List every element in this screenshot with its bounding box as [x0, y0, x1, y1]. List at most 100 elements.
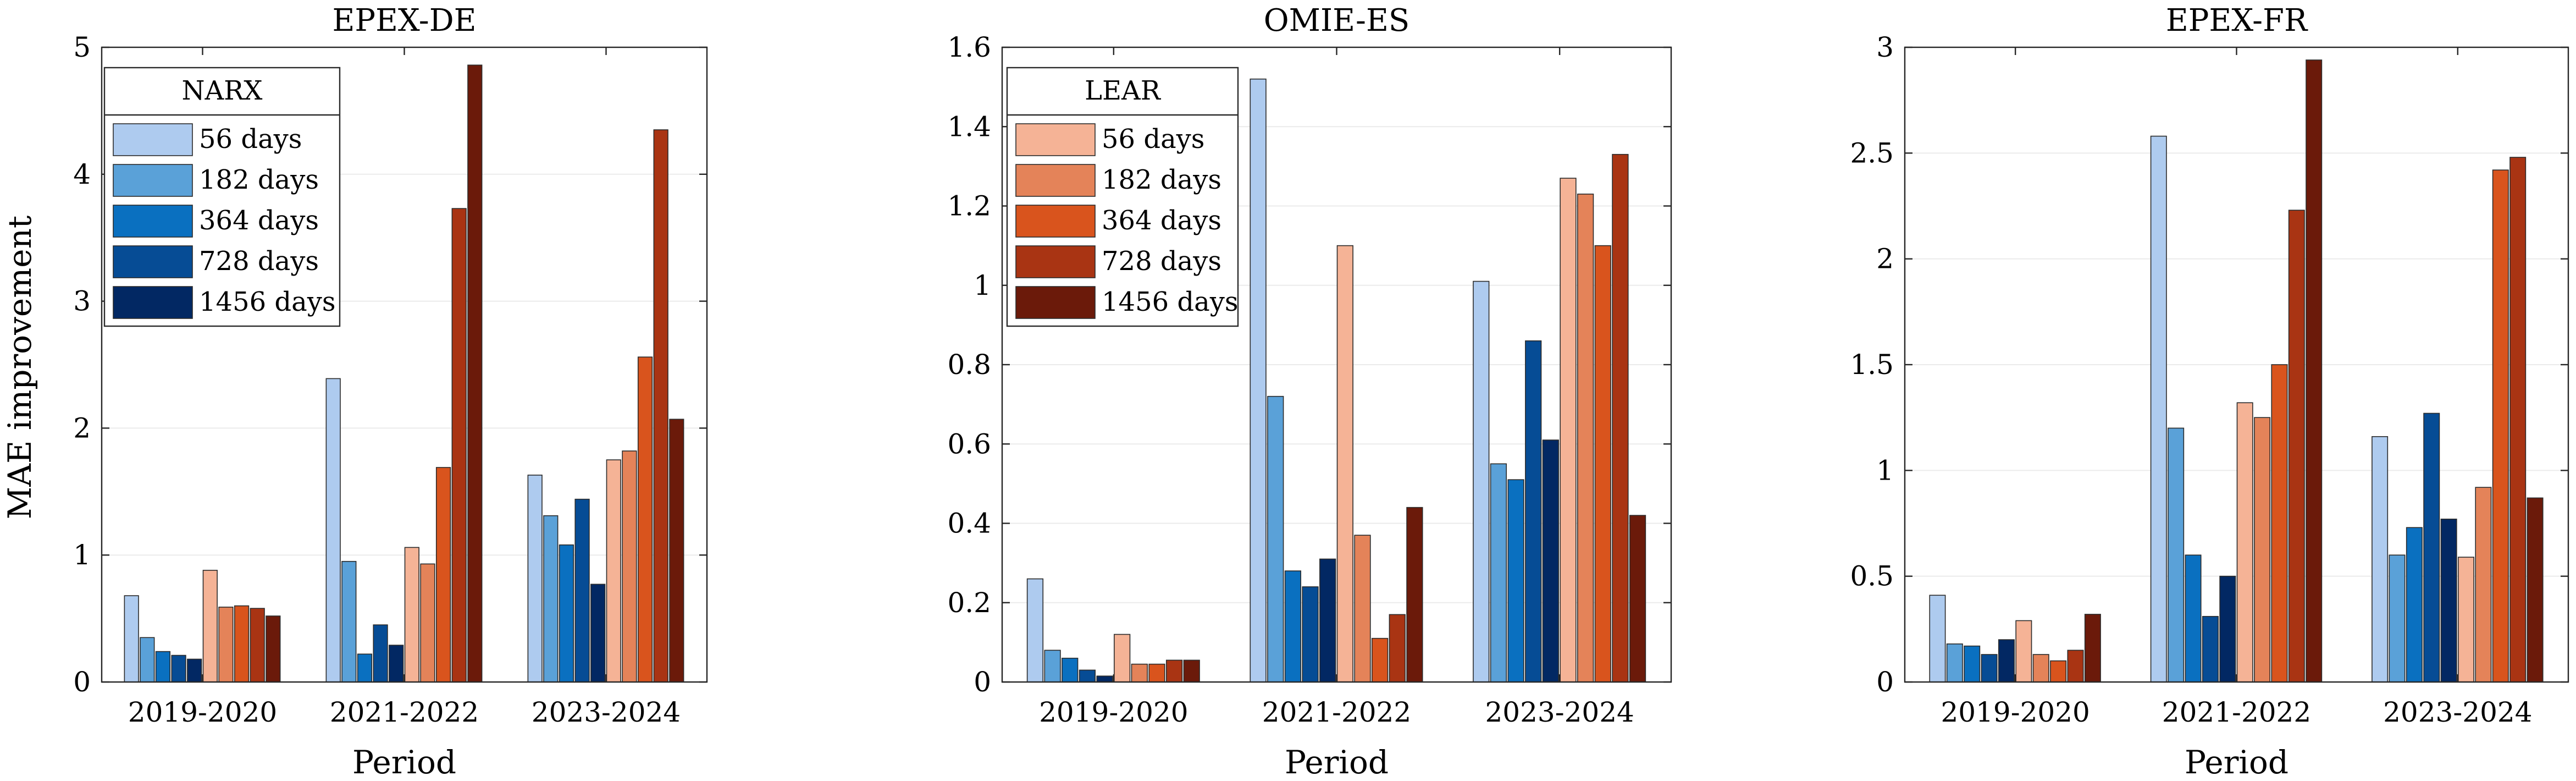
bar	[2015, 620, 2032, 683]
legend-swatch	[113, 123, 193, 156]
legend-label: 56 days	[1102, 124, 1204, 155]
y-tick-label: 3	[73, 285, 91, 317]
bar	[140, 637, 155, 683]
bar	[420, 563, 435, 683]
y-tick-label: 0.6	[947, 428, 991, 460]
bar	[1336, 245, 1353, 683]
bar	[2288, 210, 2305, 683]
bar	[2202, 615, 2219, 683]
bar	[124, 595, 139, 683]
y-tick-label: 4	[73, 158, 91, 190]
x-tick-label: 2021-2022	[1262, 696, 1411, 728]
bar	[1319, 558, 1336, 683]
bar	[1044, 650, 1061, 683]
x-axis-label: Period	[2185, 744, 2288, 781]
legend: LEAR 56 days 182 days 364 days 728 days 1456 …	[1006, 67, 1239, 327]
bar	[1946, 643, 1963, 683]
x-tick-label: 2023-2024	[532, 696, 681, 728]
bar	[2389, 554, 2406, 683]
bar	[1629, 515, 1646, 683]
bar	[2185, 554, 2202, 683]
y-axis-label: MAE improvement	[1, 216, 38, 519]
legend-swatch	[1015, 164, 1096, 197]
bar	[2509, 157, 2527, 683]
y-tick-label: 1	[73, 539, 91, 571]
bar	[2168, 427, 2185, 683]
bar	[559, 544, 574, 683]
bar	[1389, 614, 1406, 683]
x-tick-label: 2021-2022	[2162, 696, 2311, 728]
legend-label: 1456 days	[1102, 287, 1239, 317]
y-tick-label: 3	[1876, 31, 1894, 63]
legend-swatch	[1015, 205, 1096, 238]
chart-title: EPEX-FR	[2166, 3, 2308, 38]
bar	[543, 515, 559, 683]
bar	[171, 654, 186, 683]
bar	[234, 605, 250, 683]
bar	[2032, 654, 2049, 683]
bar	[2527, 497, 2544, 683]
bar	[1490, 463, 1507, 683]
bar	[357, 653, 373, 683]
bar	[1079, 669, 1096, 683]
bar	[1096, 675, 1113, 683]
legend-swatch	[1015, 286, 1096, 319]
bar	[1507, 479, 1524, 683]
x-tick-label: 2023-2024	[2383, 696, 2532, 728]
bar	[404, 547, 419, 683]
bar	[1183, 659, 1200, 683]
legend-label: 1456 days	[199, 287, 336, 317]
x-tick-label: 2019-2020	[128, 696, 277, 728]
chart-title: OMIE-ES	[1264, 3, 1409, 38]
y-tick-label: 1	[974, 270, 991, 301]
bar	[451, 208, 467, 683]
legend-box	[1006, 67, 1239, 327]
legend-label: 182 days	[1102, 164, 1221, 195]
bar	[590, 584, 606, 683]
x-tick-label: 2019-2020	[1941, 696, 2089, 728]
bar	[637, 356, 653, 683]
x-axis-label: Period	[1285, 744, 1389, 781]
bar	[2458, 557, 2475, 683]
bar	[1250, 78, 1267, 683]
bar	[1302, 586, 1319, 683]
bar	[2271, 364, 2288, 683]
y-tick-label: 1.4	[947, 111, 991, 142]
x-tick-label: 2021-2022	[330, 696, 479, 728]
x-axis-label: Period	[352, 744, 456, 781]
bar	[2440, 519, 2457, 683]
legend-label: 364 days	[1102, 205, 1221, 236]
bar	[2372, 436, 2389, 683]
bar	[1929, 595, 1946, 683]
bar	[250, 608, 265, 683]
y-tick-label: 1.2	[947, 190, 991, 222]
bar	[2475, 487, 2492, 683]
legend-swatch	[113, 245, 193, 278]
bar	[1371, 637, 1389, 683]
y-tick-label: 1.6	[947, 31, 991, 63]
bar	[1612, 153, 1629, 683]
legend-swatch	[113, 205, 193, 238]
x-tick-label: 2019-2020	[1039, 696, 1188, 728]
chart-omie-es: 0 0.2 0.4 0.6 0.8 1 1.2 1.4 1.6 2019-2020 2021-202…	[947, 3, 1672, 781]
legend-swatch	[1015, 123, 1096, 156]
bar	[1577, 194, 1594, 683]
bar	[1981, 654, 1998, 683]
legend-title: LEAR	[1085, 75, 1162, 106]
bar	[622, 450, 637, 683]
bar	[1284, 570, 1302, 683]
bar	[2254, 417, 2271, 683]
x-tick-label: 2023-2024	[1485, 696, 1634, 728]
bar	[1026, 578, 1044, 683]
bar	[1542, 439, 1559, 683]
bar	[1560, 178, 1577, 683]
bar	[527, 474, 543, 683]
chart-epex-fr: 0 0.5 1 1.5 2 2.5 3 2019-2020 2021-2022 2023-2024…	[1850, 3, 2569, 781]
bar	[1354, 535, 1371, 683]
legend-box	[103, 67, 341, 327]
bar	[2084, 614, 2101, 683]
y-tick-label: 0.5	[1850, 560, 1894, 592]
y-tick-label: 0	[974, 666, 991, 698]
bar	[2219, 575, 2236, 683]
